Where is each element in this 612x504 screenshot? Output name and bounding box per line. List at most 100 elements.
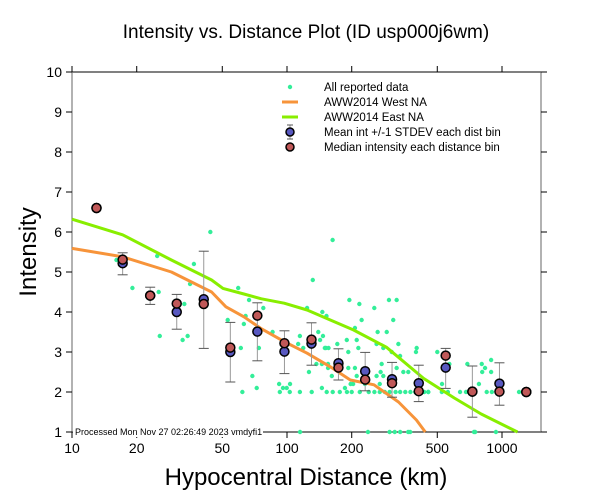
y-tick-label: 4	[54, 304, 62, 320]
scatter-point	[349, 389, 354, 395]
scatter-point	[261, 305, 266, 311]
scatter-point	[488, 357, 494, 363]
scatter-point	[337, 389, 342, 395]
scatter-point	[342, 385, 348, 391]
legend-mean-icon	[285, 127, 295, 137]
scatter-point	[295, 341, 301, 347]
y-tick-label: 2	[54, 384, 62, 400]
footer-background	[73, 426, 263, 437]
scatter-point	[393, 389, 398, 395]
scatter-point	[225, 317, 230, 323]
scatter-point	[354, 337, 359, 343]
scatter-point	[476, 381, 482, 387]
scatter-point	[384, 329, 389, 335]
scatter-point	[489, 389, 495, 395]
median-marker	[306, 334, 317, 345]
scatter-point	[182, 301, 187, 307]
scatter-point	[276, 381, 282, 387]
x-tick-label: 500	[426, 440, 450, 456]
median-marker	[333, 362, 344, 373]
scatter-point	[287, 389, 292, 395]
scatter-point	[387, 389, 392, 395]
median-marker	[198, 298, 209, 310]
median-marker	[521, 386, 532, 398]
scatter-point	[324, 389, 329, 395]
y-tick-label: 5	[54, 264, 62, 280]
median-marker	[413, 385, 424, 397]
scatter-point	[396, 341, 401, 347]
scatter-point	[157, 333, 162, 339]
scatter-point	[406, 369, 411, 375]
scatter-point	[413, 349, 419, 355]
median-marker	[225, 342, 236, 353]
scatter-point	[180, 337, 185, 343]
scatter-point	[241, 321, 247, 327]
scatter-point	[488, 369, 494, 375]
scatter-point	[309, 389, 314, 395]
scatter-point	[479, 361, 484, 367]
scatter-point	[322, 345, 328, 351]
scatter-point	[297, 429, 303, 435]
y-tick-label: 10	[46, 64, 62, 80]
scatter-point	[472, 429, 478, 435]
legend: All reported data AWW2014 West NA AWW2014 …	[282, 82, 501, 154]
legend-label: Median intensity each distance bin	[324, 142, 500, 154]
mean-marker	[440, 362, 451, 373]
scatter-point	[394, 297, 399, 303]
scatter-point	[403, 389, 408, 395]
scatter-point	[482, 365, 488, 371]
scatter-point	[493, 429, 499, 435]
scatter-point	[329, 373, 335, 379]
scatter-point	[208, 229, 213, 235]
x-tick-label: 50	[214, 440, 230, 456]
scatter-point	[397, 389, 403, 395]
scatter-point	[306, 369, 312, 375]
median-marker	[494, 386, 505, 397]
scatter-point	[394, 365, 399, 371]
median-marker	[279, 337, 290, 349]
y-axis-label: Intensity	[15, 207, 42, 296]
scatter-point	[426, 389, 431, 395]
scatter-point	[356, 345, 361, 351]
scatter-point	[284, 385, 289, 391]
axis-ticks	[66, 66, 547, 438]
legend-label: All reported data	[324, 82, 409, 94]
scatter-point	[457, 389, 463, 395]
scatter-point	[378, 369, 383, 375]
tick-labels: 10 20 50 100 200 500 1000 1 2 3 4 5 6 7 8 9 10	[46, 64, 517, 456]
plot-frame	[71, 71, 542, 433]
median-marker	[117, 254, 128, 265]
scatter-point	[401, 369, 406, 375]
chart-title: Intensity vs. Distance Plot (ID usp000j6…	[123, 22, 489, 43]
scatter-point	[236, 285, 241, 291]
mean-marker	[252, 326, 263, 337]
legend-label: AWW2014 West NA	[324, 97, 427, 109]
east-na-curve	[71, 217, 519, 434]
scatter-point	[407, 429, 413, 435]
scatter-point	[408, 389, 413, 395]
scatter-point	[238, 345, 244, 351]
scatter-point	[297, 389, 303, 395]
scatter-point	[516, 389, 522, 395]
scatter-point	[348, 381, 353, 387]
scatter-point	[347, 297, 352, 303]
scatter-point	[191, 261, 197, 267]
scatter-point	[317, 337, 323, 343]
scatter-point	[375, 329, 380, 335]
median-marker	[144, 290, 156, 301]
x-tick-label: 20	[129, 440, 145, 456]
scatter-point	[387, 429, 392, 435]
x-axis-label: Hypocentral Distance (km)	[165, 464, 448, 491]
scatter-point	[465, 361, 470, 367]
x-tick-label: 10	[64, 440, 80, 456]
y-tick-label: 9	[54, 104, 62, 120]
x-tick-label: 200	[340, 440, 364, 456]
scatter-point	[397, 429, 403, 435]
scatter-point	[357, 301, 362, 307]
scatter-point	[310, 277, 315, 283]
scatter-point	[439, 381, 445, 387]
y-tick-label: 7	[54, 184, 62, 200]
scatter-point	[386, 297, 392, 303]
median-marker	[440, 350, 451, 361]
